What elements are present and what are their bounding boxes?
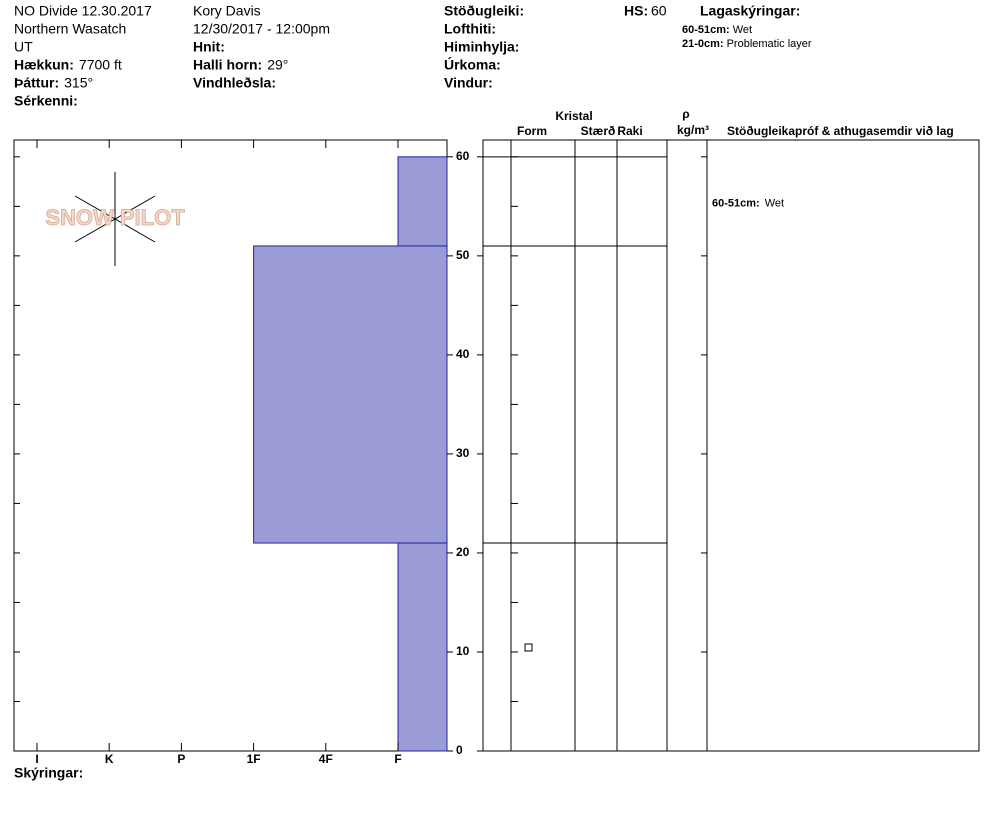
hs-value: 60 [651,3,667,19]
logo [74,172,156,266]
hardness-bar [397,542,448,752]
table-frame [482,139,980,752]
field-label: Úrkoma: [444,56,501,73]
field-label: Halli horn: [193,57,262,73]
y-tick-label: 40 [456,347,470,361]
hardness-bar [397,156,448,247]
x-tick-label: P [177,752,185,766]
grain-symbol [524,643,533,652]
field-label: Himinhylja: [444,39,519,55]
field-label: Vindhleðsla: [193,75,276,91]
comment-text: Wet [765,197,784,209]
col-header: Raki [617,124,642,138]
comment-label: 60-51cm: [712,197,760,209]
y-tick-label: 0 [456,743,463,757]
col-header: ρ [682,107,689,121]
legend-text: Problematic layer [727,38,812,50]
y-tick-label: 50 [456,248,470,262]
field-value: 12/30/2017 - 12:00pm [193,21,330,37]
field-value: 7700 ft [79,57,122,73]
field-value: 315° [64,75,93,91]
hardness-bar [253,245,448,544]
col-header: Stöðugleikapróf & athugasemdir við lag [727,124,954,138]
legend-label: 60-51cm: [682,24,730,36]
logo-text: SNOW PILOT [45,205,185,230]
field-label: Hnit: [193,39,225,55]
field-label: Hækkun: [14,57,74,73]
field-label: Sérkenni: [14,93,78,109]
legend-label: 21-0cm: [682,38,724,50]
field-label: Vindur: [444,75,493,91]
y-tick-label: 60 [456,149,470,163]
legend-title: Lagaskýringar: [700,3,800,19]
hs-label: HS: [624,3,648,19]
col-header: Kristal [555,109,592,123]
field-value: UT [14,39,33,55]
field-value: 29° [267,57,288,73]
legend-text: Wet [733,24,752,36]
y-tick-label: 20 [456,545,470,559]
table-columns [510,140,708,751]
x-tick-label: 1F [247,752,261,766]
col-header: kg/m³ [677,123,709,137]
x-tick-label: K [105,752,114,766]
x-tick-label: I [35,752,38,766]
field-value: Kory Davis [193,3,261,19]
col-header: Stærð [581,124,616,138]
field-label: Þáttur: [14,75,59,91]
field-label: Lofthiti: [444,21,496,37]
y-tick-label: 10 [456,644,470,658]
field-value: NO Divide 12.30.2017 [14,3,152,19]
x-tick-label: 4F [319,752,333,766]
footer: Skýringar: [14,765,83,781]
x-tick-label: F [394,752,401,766]
y-tick-label: 30 [456,446,470,460]
field-label: Stöðugleiki: [444,3,524,19]
col-header: Form [517,124,547,138]
field-value: Northern Wasatch [14,21,126,37]
